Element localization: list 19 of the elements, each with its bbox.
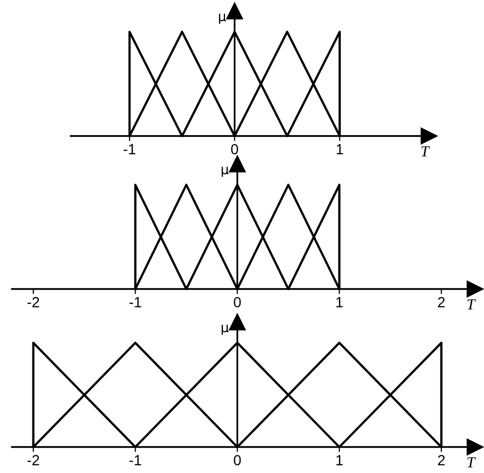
x-axis-title: T [468,457,476,468]
x-tick-label: -1 [129,297,142,308]
x-tick-label: 1 [336,144,344,154]
x-tick-label: 1 [336,297,343,308]
x-tick-label: 0 [234,455,241,466]
x-axis-title: T [468,299,476,310]
x-tick-label: 0 [231,144,238,154]
y-axis-title: μ [222,324,229,335]
x-tick-label: 0 [234,297,241,308]
x-tick-label: -2 [27,455,40,466]
x-tick-label: 2 [438,297,445,308]
x-tick-label: -1 [129,455,142,466]
x-tick-label: -2 [27,297,40,308]
x-axis-title: T [422,146,430,156]
y-axis-title: μ [219,14,226,24]
x-tick-label: 2 [438,455,445,466]
y-axis-title: μ [222,166,229,177]
x-tick-label: -1 [124,144,136,154]
x-tick-label: 1 [336,455,343,466]
